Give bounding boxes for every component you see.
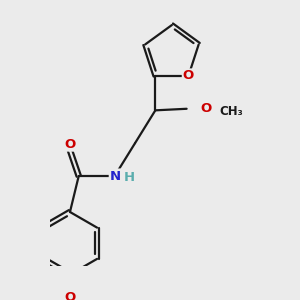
Text: O: O [64,138,76,151]
Text: O: O [64,291,76,300]
Text: O: O [200,102,211,115]
Text: CH₃: CH₃ [220,105,243,118]
Text: O: O [183,69,194,82]
Text: N: N [110,169,121,182]
Text: H: H [123,171,135,184]
